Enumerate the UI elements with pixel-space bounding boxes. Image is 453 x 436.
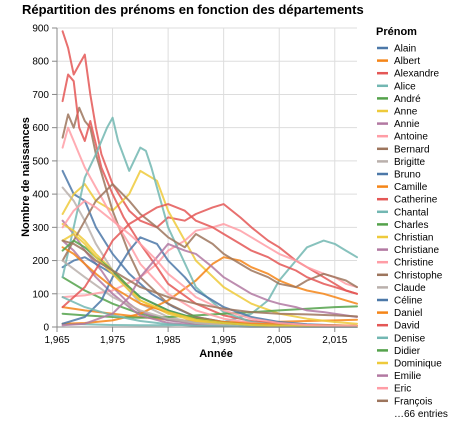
legend-item-label: Emilie [394,371,422,382]
x-tick-label: 2,015 [322,335,347,346]
y-tick-label: 700 [32,90,49,101]
legend-item-label: Christophe [394,270,443,281]
legend-more-entries[interactable]: …66 entries [394,409,448,420]
series-line [61,203,358,309]
series-line [61,183,358,289]
legend-item-label: Charles [394,220,428,231]
legend-item-label: Didier [394,346,421,357]
legend-item-label: Denise [394,333,426,344]
y-tick-label: 600 [32,123,49,134]
y-tick-label: 800 [32,57,49,68]
x-tick-label: 2,005 [267,335,292,346]
legend-item-label: Bruno [394,170,421,181]
legend-item-label: Daniel [394,308,422,319]
x-tick-label: 1,985 [156,335,181,346]
y-tick-label: 200 [32,256,49,267]
series-lines [61,30,358,328]
legend-item-label: Brigitte [394,157,426,168]
y-tick-label: 300 [32,223,49,234]
series-line [61,233,358,328]
y-tick-label: 100 [32,289,49,300]
x-tick-label: 1,995 [211,335,236,346]
legend-item-label: Anne [394,107,418,118]
series-line [61,30,358,295]
legend-item-label: François [394,396,432,407]
legend-item-label: Alice [394,81,416,92]
y-tick-label: 500 [32,156,49,167]
legend-item-label: Alexandre [394,69,439,80]
x-tick-label: 1,975 [100,335,125,346]
legend-item-label: Dominique [394,359,442,370]
series-line [61,256,358,325]
legend-item-label: Eric [394,384,411,395]
legend-item-label: Antoine [394,132,428,143]
series-line [61,239,358,318]
legend-item-label: André [394,94,421,105]
legend-item-label: Bernard [394,144,430,155]
series-line [61,116,358,328]
axes: 0 100 200 300 400 500 600 700 800 900 1,965 1,975 1,… [32,24,357,346]
y-tick-label: 400 [32,190,49,201]
legend-item-label: David [394,321,420,332]
x-axis-title: Année [199,348,233,360]
legend-item-label: Alain [394,44,416,55]
legend-item-label: Camille [394,182,428,193]
legend-title: Prénom [376,26,417,38]
legend-item-label: Christiane [394,245,439,256]
chart-title: Répartition des prénoms en fonction des … [22,2,364,17]
series-line [61,169,358,325]
series-line [61,199,358,327]
legend-item-label: Annie [394,119,420,130]
legend-item-label: Chantal [394,207,428,218]
x-tick-label: 1,965 [44,335,69,346]
y-tick-label: 0 [43,323,49,334]
legend-item-label: Albert [394,56,420,67]
y-tick-label: 900 [32,24,49,35]
legend-item-label: Catherine [394,195,438,206]
legend-item-label: Claude [394,283,426,294]
legend-item-label: Christine [394,258,434,269]
series-line [61,242,358,327]
y-axis-title: Nombre de naissances [20,117,32,237]
legend-item-label: Christian [394,233,433,244]
legend-item-label: Céline [394,296,423,307]
